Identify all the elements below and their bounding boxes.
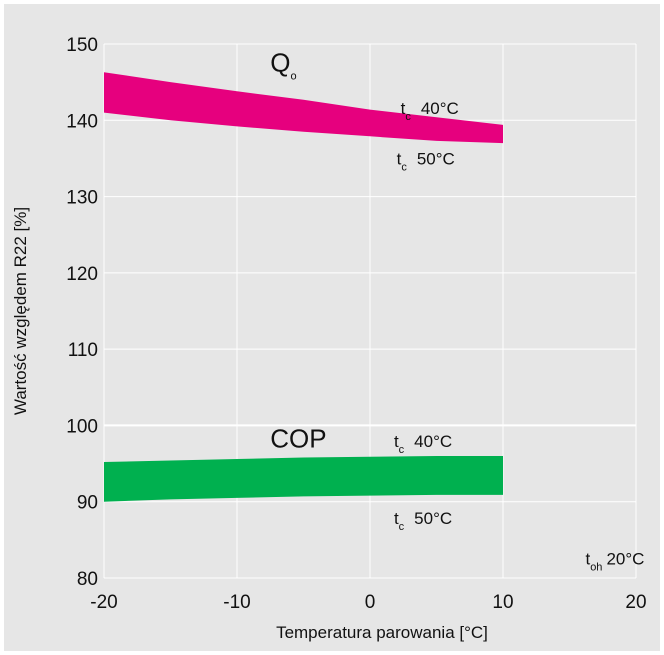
y-tick-label-150: 150 (66, 35, 98, 56)
y-tick-label-100: 100 (66, 416, 98, 437)
tick-labels: 80 90 100 110 120 130 140 150 -20 -10 0 10 20 (66, 35, 646, 613)
band-cop (104, 455, 503, 502)
qo-lower-label: tc 50°C (397, 150, 455, 174)
x-axis-label: Temperatura parowania [°C] (276, 623, 488, 642)
y-tick-label-120: 120 (66, 264, 98, 285)
cop-band-label: COP (270, 424, 326, 454)
y-tick-label-90: 90 (77, 493, 98, 514)
x-tick-label-0: 0 (365, 592, 376, 613)
x-tick-label-20: 20 (625, 592, 646, 613)
y-tick-label-80: 80 (77, 569, 98, 590)
x-tick-label--10: -10 (223, 592, 250, 613)
chart-svg: 80 90 100 110 120 130 140 150 -20 -10 0 10 20 Temper… (11, 35, 647, 642)
y-tick-label-110: 110 (68, 340, 98, 361)
qo-band-label: Qo (270, 47, 296, 82)
qo-label-main: Q (270, 47, 290, 77)
cop-lower-label: tc 50°C (394, 509, 452, 533)
bands (104, 72, 503, 502)
band-qo (104, 72, 503, 144)
x-tick-label-10: 10 (492, 592, 513, 613)
chart-frame: 80 90 100 110 120 130 140 150 -20 -10 0 10 20 Temper… (4, 4, 660, 651)
y-axis-label: Wartość względem R22 [%] (11, 207, 30, 415)
y-tick-label-130: 130 (66, 188, 98, 209)
qo-label-sub: o (290, 70, 296, 82)
x-tick-label--20: -20 (90, 592, 117, 613)
cop-label-main: COP (270, 424, 326, 454)
cop-upper-label: tc 40°C (394, 432, 452, 456)
toh-annotation: toh 20°C (585, 549, 644, 573)
qo-upper-label: tc 40°C (401, 99, 459, 123)
y-tick-label-140: 140 (66, 111, 98, 132)
